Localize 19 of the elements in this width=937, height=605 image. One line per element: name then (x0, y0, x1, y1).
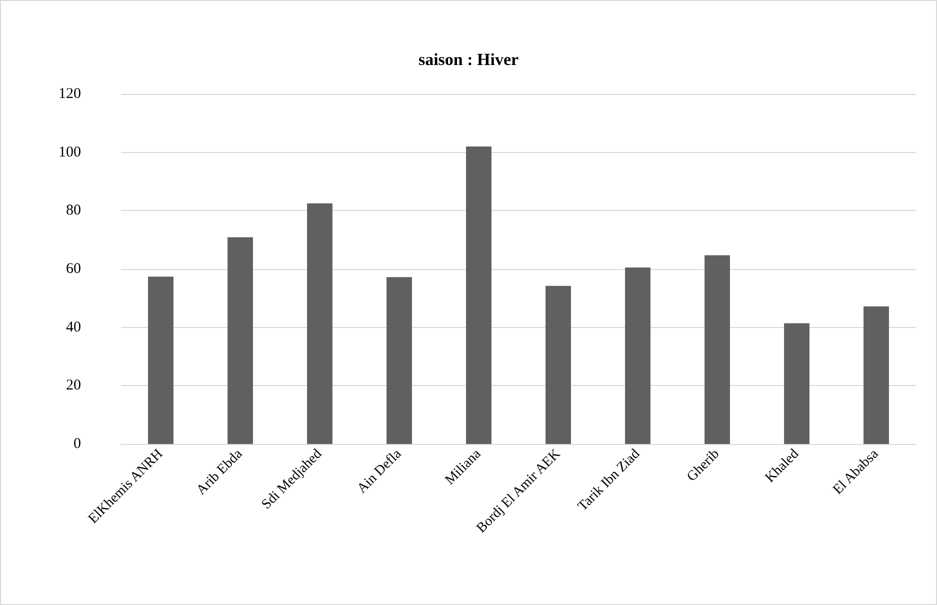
chart-title: saison : Hiver (418, 50, 520, 69)
bar (864, 306, 889, 444)
bar (704, 255, 730, 444)
bar (546, 286, 571, 444)
bar (466, 146, 492, 444)
bar (148, 276, 174, 444)
y-tick-label: 120 (58, 86, 81, 102)
y-tick-label: 0 (74, 436, 81, 452)
x-tick-label: Arib Ebda (194, 446, 246, 498)
y-tick-label: 60 (66, 261, 81, 277)
bar (784, 323, 810, 444)
bar (307, 203, 332, 444)
y-tick-label: 80 (66, 202, 81, 219)
bar (228, 237, 253, 444)
y-tick-label: 20 (66, 378, 81, 394)
y-tick-label: 100 (58, 144, 81, 160)
y-tick-label: 40 (66, 319, 81, 336)
bar (625, 268, 650, 444)
bar (386, 277, 412, 444)
